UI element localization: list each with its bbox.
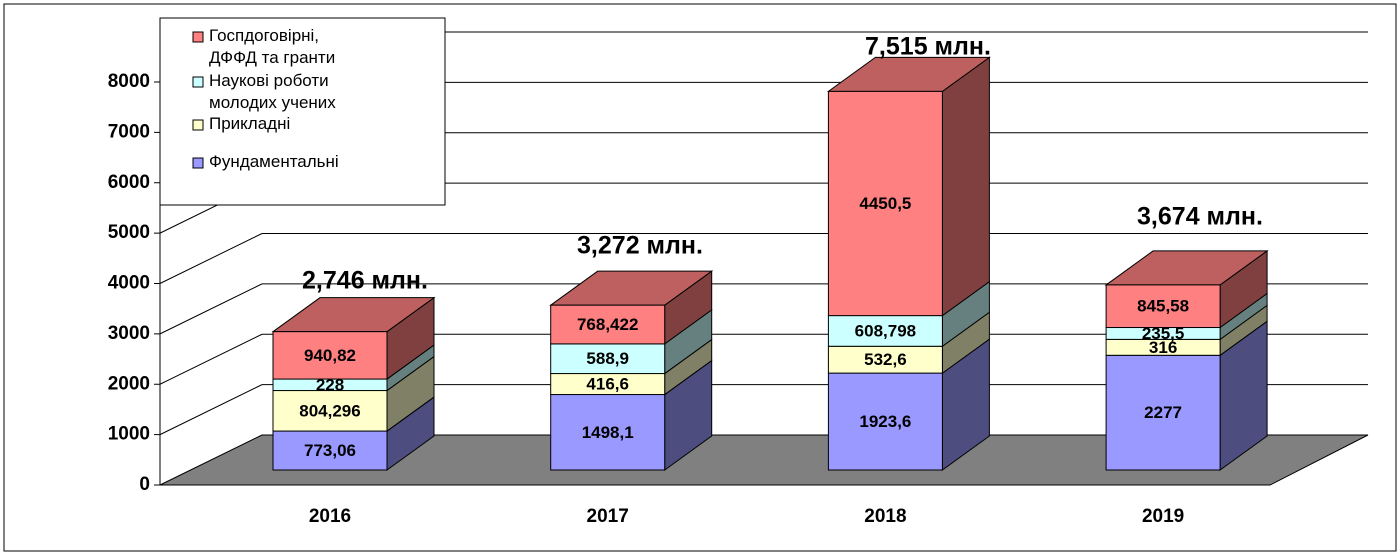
bar-side: [941, 56, 990, 317]
y-tick-label: 8000: [108, 71, 150, 92]
data-label: 2277: [1144, 403, 1182, 422]
data-label: 804,296: [299, 401, 360, 420]
data-label: 608,798: [855, 321, 916, 340]
bar-segment: [549, 270, 714, 345]
data-label: 4450,5: [859, 194, 911, 213]
bar-front: [827, 315, 943, 347]
data-label: 1498,1: [582, 423, 634, 442]
x-tick-label: 2016: [309, 506, 351, 527]
bar-front: [1105, 284, 1221, 329]
bar-segment: [272, 396, 435, 471]
annotation: 2,746 млн.: [302, 267, 428, 295]
legend-swatch: [192, 31, 204, 43]
data-label: 768,422: [577, 315, 638, 334]
grid-line: [159, 283, 263, 335]
bar-front: [550, 394, 666, 471]
grid-line: [159, 233, 263, 284]
legend-label: Наукові роботи молодих учених: [209, 71, 336, 112]
bar-front: [1105, 354, 1221, 471]
legend-swatch: [192, 76, 204, 88]
legend-label: Госпдоговірні, ДФФД та гранти: [209, 26, 335, 67]
bar-segment: [271, 296, 436, 381]
data-label: 773,06: [304, 441, 356, 460]
annotation: 7,515 млн.: [865, 33, 991, 61]
y-tick-label: 3000: [108, 323, 150, 344]
y-tick-label: 0: [139, 474, 150, 495]
bar-segment: [272, 355, 435, 433]
y-tick-label: 1000: [108, 424, 150, 445]
data-label: 940,82: [304, 346, 356, 365]
bar-segment: [1105, 320, 1268, 471]
grid-line: [159, 333, 263, 385]
y-tick-label: 4000: [108, 273, 150, 294]
bar-front: [272, 430, 388, 471]
annotation: 3,272 млн.: [577, 232, 703, 260]
data-label: 416,6: [586, 375, 629, 394]
legend-swatch: [192, 119, 204, 131]
x-tick-label: 2017: [587, 506, 629, 527]
data-label: 588,9: [586, 349, 629, 368]
y-tick-label: 6000: [108, 172, 150, 193]
bar-front: [827, 90, 943, 317]
data-label: 316: [1149, 338, 1177, 357]
grid-line: [159, 384, 263, 436]
x-tick-label: 2018: [864, 506, 906, 527]
data-label: 532,6: [864, 350, 907, 369]
data-label: 845,58: [1137, 297, 1189, 316]
legend-box: [159, 17, 446, 206]
bar-front: [272, 390, 388, 432]
y-tick-label: 2000: [108, 373, 150, 394]
bar-front: [827, 345, 943, 374]
y-tick-label: 7000: [108, 121, 150, 142]
bar-front: [550, 304, 666, 345]
data-label: 1923,6: [859, 412, 911, 431]
annotation: 3,674 млн.: [1137, 203, 1263, 231]
x-tick-label: 2019: [1142, 506, 1184, 527]
bar-front: [272, 331, 388, 380]
bar-segment: [826, 56, 991, 317]
bar-segment: [550, 359, 713, 471]
data-label: 228: [316, 375, 344, 394]
legend-swatch: [192, 157, 204, 169]
legend-label: Фундаментальні: [209, 152, 339, 171]
y-tick-label: 5000: [108, 222, 150, 243]
bar-front: [550, 343, 666, 375]
data-label: 235,5: [1142, 324, 1185, 343]
legend-label: Прикладні: [209, 114, 290, 133]
bar-segment: [1104, 249, 1269, 329]
bar-segment: [827, 311, 990, 375]
